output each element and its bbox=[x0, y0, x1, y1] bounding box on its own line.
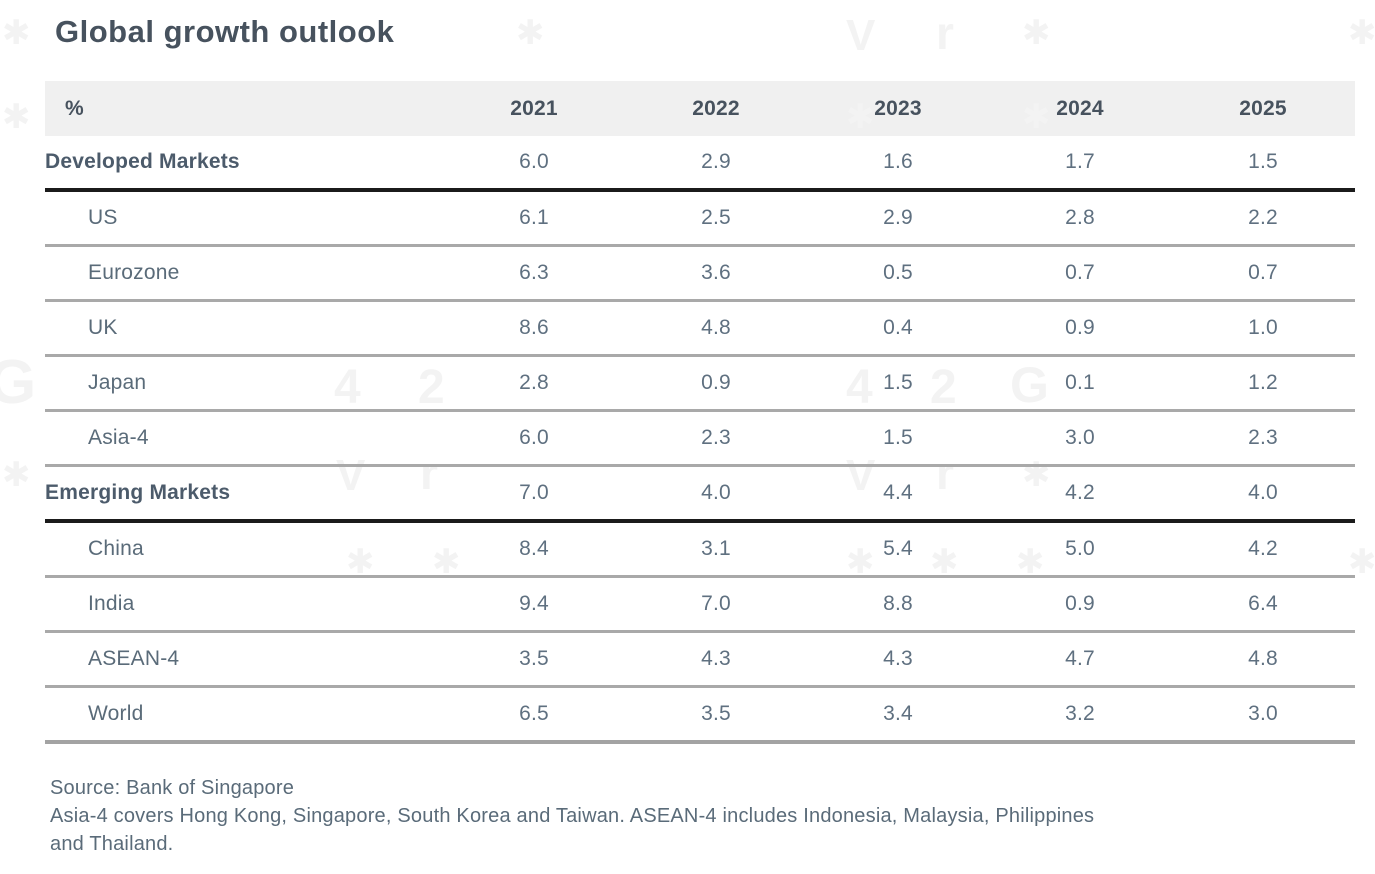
column-header-2021: 2021 bbox=[510, 96, 558, 120]
cell-2022: 3.1 bbox=[625, 521, 807, 578]
cell-2025: 4.2 bbox=[1171, 521, 1355, 578]
cell-2023: 3.4 bbox=[807, 686, 989, 744]
cell-2024: 4.7 bbox=[989, 631, 1171, 688]
cell-2022: 7.0 bbox=[625, 576, 807, 633]
cell-2022: 0.9 bbox=[625, 355, 807, 412]
row-label: UK bbox=[45, 300, 443, 357]
table-row: China 8.4 3.1 5.4 5.0 4.2 bbox=[45, 521, 1355, 578]
cell-2024: 0.7 bbox=[989, 245, 1171, 302]
cell-2021: 6.0 bbox=[443, 410, 625, 467]
cell-2021: 6.3 bbox=[443, 245, 625, 302]
cell-2023: 0.5 bbox=[807, 245, 989, 302]
cell-2025: 4.8 bbox=[1171, 631, 1355, 688]
cell-2024: 1.7 bbox=[989, 136, 1171, 192]
table-row: Asia-4 6.0 2.3 1.5 3.0 2.3 bbox=[45, 410, 1355, 467]
cell-2025: 1.0 bbox=[1171, 300, 1355, 357]
cell-2021: 8.6 bbox=[443, 300, 625, 357]
table-header-background bbox=[45, 81, 1355, 136]
row-label: ASEAN-4 bbox=[45, 631, 443, 688]
row-label: Developed Markets bbox=[45, 136, 443, 192]
table-row: UK 8.6 4.8 0.4 0.9 1.0 bbox=[45, 300, 1355, 357]
cell-2025: 4.0 bbox=[1171, 465, 1355, 523]
cell-2021: 9.4 bbox=[443, 576, 625, 633]
cell-2024: 0.9 bbox=[989, 576, 1171, 633]
cell-2021: 8.4 bbox=[443, 521, 625, 578]
cell-2023: 1.5 bbox=[807, 410, 989, 467]
cell-2023: 0.4 bbox=[807, 300, 989, 357]
cell-2025: 0.7 bbox=[1171, 245, 1355, 302]
definition-note-line-1: Asia-4 covers Hong Kong, Singapore, Sout… bbox=[50, 805, 1095, 827]
cell-2023: 5.4 bbox=[807, 521, 989, 578]
cell-2021: 6.5 bbox=[443, 686, 625, 744]
row-label: Asia-4 bbox=[45, 410, 443, 467]
cell-2021: 2.8 bbox=[443, 355, 625, 412]
table-row: Developed Markets 6.0 2.9 1.6 1.7 1.5 bbox=[45, 136, 1355, 192]
cell-2022: 2.9 bbox=[625, 136, 807, 192]
cell-2025: 2.3 bbox=[1171, 410, 1355, 467]
cell-2021: 6.1 bbox=[443, 190, 625, 247]
table-row: US 6.1 2.5 2.9 2.8 2.2 bbox=[45, 190, 1355, 247]
column-header-2023: 2023 bbox=[874, 96, 922, 120]
cell-2025: 3.0 bbox=[1171, 686, 1355, 744]
cell-2022: 4.3 bbox=[625, 631, 807, 688]
cell-2021: 7.0 bbox=[443, 465, 625, 523]
cell-2025: 1.5 bbox=[1171, 136, 1355, 192]
column-header-2024: 2024 bbox=[1056, 96, 1104, 120]
cell-2022: 3.5 bbox=[625, 686, 807, 744]
source-note: Source: Bank of Singapore bbox=[50, 777, 295, 799]
cell-2021: 3.5 bbox=[443, 631, 625, 688]
cell-2024: 5.0 bbox=[989, 521, 1171, 578]
table-header-row: % 2021 2022 2023 2024 2025 bbox=[45, 81, 1355, 136]
table-row: Emerging Markets 7.0 4.0 4.4 4.2 4.0 bbox=[45, 465, 1355, 523]
table-row: India 9.4 7.0 8.8 0.9 6.4 bbox=[45, 576, 1355, 633]
cell-2024: 2.8 bbox=[989, 190, 1171, 247]
cell-2025: 6.4 bbox=[1171, 576, 1355, 633]
cell-2023: 8.8 bbox=[807, 576, 989, 633]
cell-2023: 4.4 bbox=[807, 465, 989, 523]
column-header-unit: % bbox=[65, 96, 84, 120]
cell-2024: 0.9 bbox=[989, 300, 1171, 357]
row-label: Emerging Markets bbox=[45, 465, 443, 523]
cell-2021: 6.0 bbox=[443, 136, 625, 192]
cell-2025: 1.2 bbox=[1171, 355, 1355, 412]
footnotes: Source: Bank of Singapore Asia-4 covers … bbox=[50, 774, 1330, 858]
row-label: India bbox=[45, 576, 443, 633]
cell-2022: 2.5 bbox=[625, 190, 807, 247]
table-row: Japan 2.8 0.9 1.5 0.1 1.2 bbox=[45, 355, 1355, 412]
cell-2023: 2.9 bbox=[807, 190, 989, 247]
row-label: Eurozone bbox=[45, 245, 443, 302]
cell-2024: 4.2 bbox=[989, 465, 1171, 523]
row-label: Japan bbox=[45, 355, 443, 412]
cell-2025: 2.2 bbox=[1171, 190, 1355, 247]
cell-2022: 3.6 bbox=[625, 245, 807, 302]
cell-2024: 0.1 bbox=[989, 355, 1171, 412]
cell-2022: 2.3 bbox=[625, 410, 807, 467]
cell-2023: 1.5 bbox=[807, 355, 989, 412]
column-header-2025: 2025 bbox=[1239, 96, 1287, 120]
page-title: Global growth outlook bbox=[55, 14, 395, 49]
row-label: China bbox=[45, 521, 443, 578]
column-header-2022: 2022 bbox=[692, 96, 740, 120]
definition-note-line-2: and Thailand. bbox=[50, 833, 174, 855]
cell-2024: 3.2 bbox=[989, 686, 1171, 744]
row-label: US bbox=[45, 190, 443, 247]
cell-2023: 1.6 bbox=[807, 136, 989, 192]
cell-2022: 4.8 bbox=[625, 300, 807, 357]
cell-2024: 3.0 bbox=[989, 410, 1171, 467]
cell-2023: 4.3 bbox=[807, 631, 989, 688]
table-row: ASEAN-4 3.5 4.3 4.3 4.7 4.8 bbox=[45, 631, 1355, 688]
table-row: Eurozone 6.3 3.6 0.5 0.7 0.7 bbox=[45, 245, 1355, 302]
table-body: Developed Markets 6.0 2.9 1.6 1.7 1.5 US 6.1 2.5… bbox=[45, 136, 1355, 744]
cell-2022: 4.0 bbox=[625, 465, 807, 523]
table-row: World 6.5 3.5 3.4 3.2 3.0 bbox=[45, 686, 1355, 744]
growth-outlook-table: % 2021 2022 2023 2024 2025 Developed Mar… bbox=[45, 81, 1355, 744]
row-label: World bbox=[45, 686, 443, 744]
